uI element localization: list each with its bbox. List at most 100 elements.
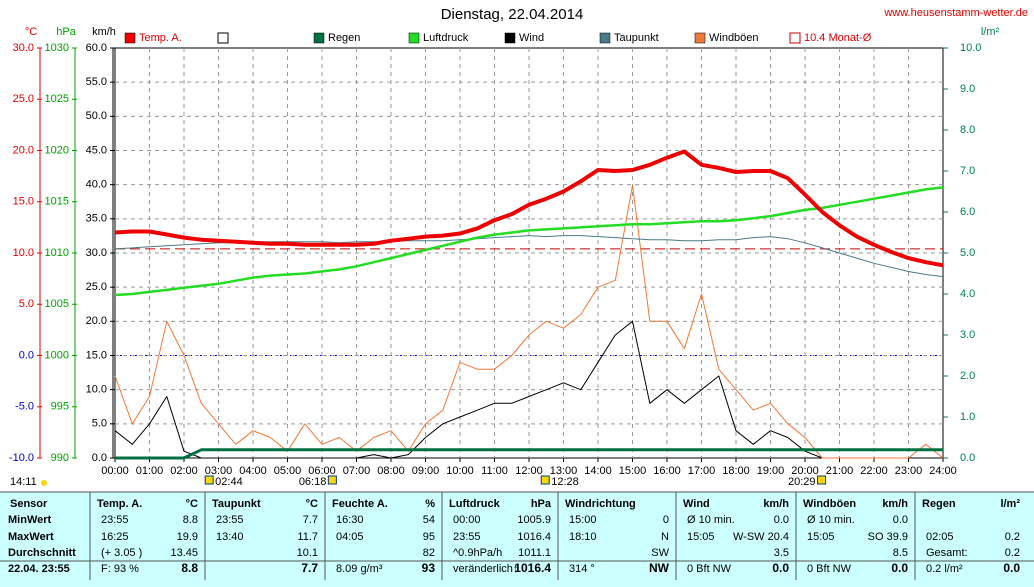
table-header: % xyxy=(425,498,435,510)
table-cell: 7.7 xyxy=(301,561,318,575)
table-cell: 0.2 xyxy=(1005,531,1020,543)
table-cell: 10.1 xyxy=(297,547,318,559)
table-cell: 13:40 xyxy=(216,531,244,543)
table-cell: 15:05 xyxy=(807,531,835,543)
y-tick-label: 25.0 xyxy=(13,93,34,105)
y-tick-label: 60.0 xyxy=(86,42,107,54)
table-cell: 23:55 xyxy=(216,514,244,526)
x-tick-label: 20:00 xyxy=(791,465,819,477)
table-cell: 0.0 xyxy=(1003,561,1020,575)
legend-label: Temp. A. xyxy=(139,32,182,44)
y-tick-label: 1010 xyxy=(45,247,69,259)
table-cell: Ø 10 min. xyxy=(807,514,855,526)
time-marker-label: 02:44 xyxy=(215,476,243,488)
table-row-label: 22.04. 23:55 xyxy=(8,563,70,575)
table-header: °C xyxy=(186,498,198,510)
y-tick-label: -10.0 xyxy=(9,452,34,464)
y-tick-label: 990 xyxy=(51,452,69,464)
y-tick-label: 15.0 xyxy=(86,349,107,361)
legend-label: 10.4 Monat-Ø xyxy=(804,32,872,44)
legend-label: Regen xyxy=(328,32,360,44)
y-tick-label: 1020 xyxy=(45,144,69,156)
y-tick-label: 45.0 xyxy=(86,144,107,156)
time-marker xyxy=(817,475,827,485)
x-tick-label: 18:00 xyxy=(722,465,750,477)
table-cell: 1011.1 xyxy=(518,547,551,559)
table-cell: 0.0 xyxy=(772,561,789,575)
table-header: Taupunkt xyxy=(212,498,261,510)
table-background xyxy=(0,492,1034,587)
table-cell: 16:30 xyxy=(336,514,364,526)
x-tick-label: 22:00 xyxy=(860,465,888,477)
table-header: Windböen xyxy=(803,498,856,510)
y-tick-label: 1000 xyxy=(45,349,69,361)
table-cell: 0.2 l/m² xyxy=(926,563,963,575)
time-marker-label: 12:28 xyxy=(551,476,579,488)
table-cell: 04:05 xyxy=(336,531,364,543)
table-cell: F: 93 % xyxy=(101,563,139,575)
legend-swatch xyxy=(789,32,801,44)
legend-swatch xyxy=(408,32,420,44)
x-tick-label: 10:00 xyxy=(446,465,474,477)
table-cell: (+ 3.05 ) xyxy=(101,547,142,559)
table-cell: 19.9 xyxy=(177,531,198,543)
table-header: Feuchte A. xyxy=(332,498,388,510)
y-tick-label: 25.0 xyxy=(86,281,107,293)
table-row-label: MaxWert xyxy=(8,531,54,543)
chart-title: Dienstag, 22.04.2014 xyxy=(441,6,584,23)
y-tick-label: 30.0 xyxy=(13,42,34,54)
table-cell: Gesamt: xyxy=(926,547,968,559)
y-tick-label: 20.0 xyxy=(13,144,34,156)
x-tick-label: 23:00 xyxy=(895,465,923,477)
legend-label: Windböen xyxy=(709,32,759,44)
table-header: °C xyxy=(306,498,318,510)
y-tick-label: 30.0 xyxy=(86,247,107,259)
table-cell: 8.8 xyxy=(181,561,198,575)
time-marker xyxy=(204,475,214,485)
table-cell: 0.0 xyxy=(774,514,789,526)
y-tick-label: 35.0 xyxy=(86,213,107,225)
x-tick-label: 08:00 xyxy=(377,465,405,477)
y-tick-label: 9.0 xyxy=(960,83,975,95)
y-tick-label: 995 xyxy=(51,401,69,413)
table-cell: SO 39.9 xyxy=(868,531,908,543)
y-tick-label: 3.0 xyxy=(960,329,975,341)
axis-unit: km/h xyxy=(92,26,116,38)
series-line xyxy=(115,448,943,460)
table-cell: 0 Bft NW xyxy=(687,563,732,575)
table-cell: 3.5 xyxy=(774,547,789,559)
y-tick-label: 1005 xyxy=(45,298,69,310)
legend-empty-box xyxy=(217,32,229,44)
x-tick-label: 00:00 xyxy=(101,465,129,477)
table-cell: 54 xyxy=(423,514,435,526)
y-tick-label: 0.0 xyxy=(960,452,975,464)
table-header: hPa xyxy=(531,498,552,510)
table-cell: 13.45 xyxy=(170,547,198,559)
table-cell: 23:55 xyxy=(101,514,129,526)
table-cell: N xyxy=(661,531,669,543)
table-cell: 0 Bft NW xyxy=(807,563,852,575)
table-cell: 23:55 xyxy=(453,531,481,543)
time-marker xyxy=(327,475,337,485)
table-cell: 7.7 xyxy=(303,514,318,526)
y-tick-label: 7.0 xyxy=(960,165,975,177)
table-cell: 11.7 xyxy=(297,531,318,543)
series-line xyxy=(114,149,944,268)
y-tick-label: 20.0 xyxy=(86,315,107,327)
table-header: Regen xyxy=(922,498,956,510)
table-header: Wind xyxy=(683,498,710,510)
table-cell: Ø 10 min. xyxy=(687,514,735,526)
series-line xyxy=(114,186,944,297)
table-cell: 1016.4 xyxy=(514,561,551,575)
y-tick-label: 2.0 xyxy=(960,370,975,382)
table-cell: ^0.9hPa/h xyxy=(453,547,502,559)
axis-unit: l/m² xyxy=(981,26,1000,38)
y-tick-label: 8.0 xyxy=(960,124,975,136)
y-tick-label: 55.0 xyxy=(86,76,107,88)
y-tick-label: -5.0 xyxy=(15,401,34,413)
y-tick-label: 5.0 xyxy=(960,247,975,259)
y-tick-label: 4.0 xyxy=(960,288,975,300)
axis-unit: °C xyxy=(25,26,37,38)
table-cell: 0.0 xyxy=(891,561,908,575)
